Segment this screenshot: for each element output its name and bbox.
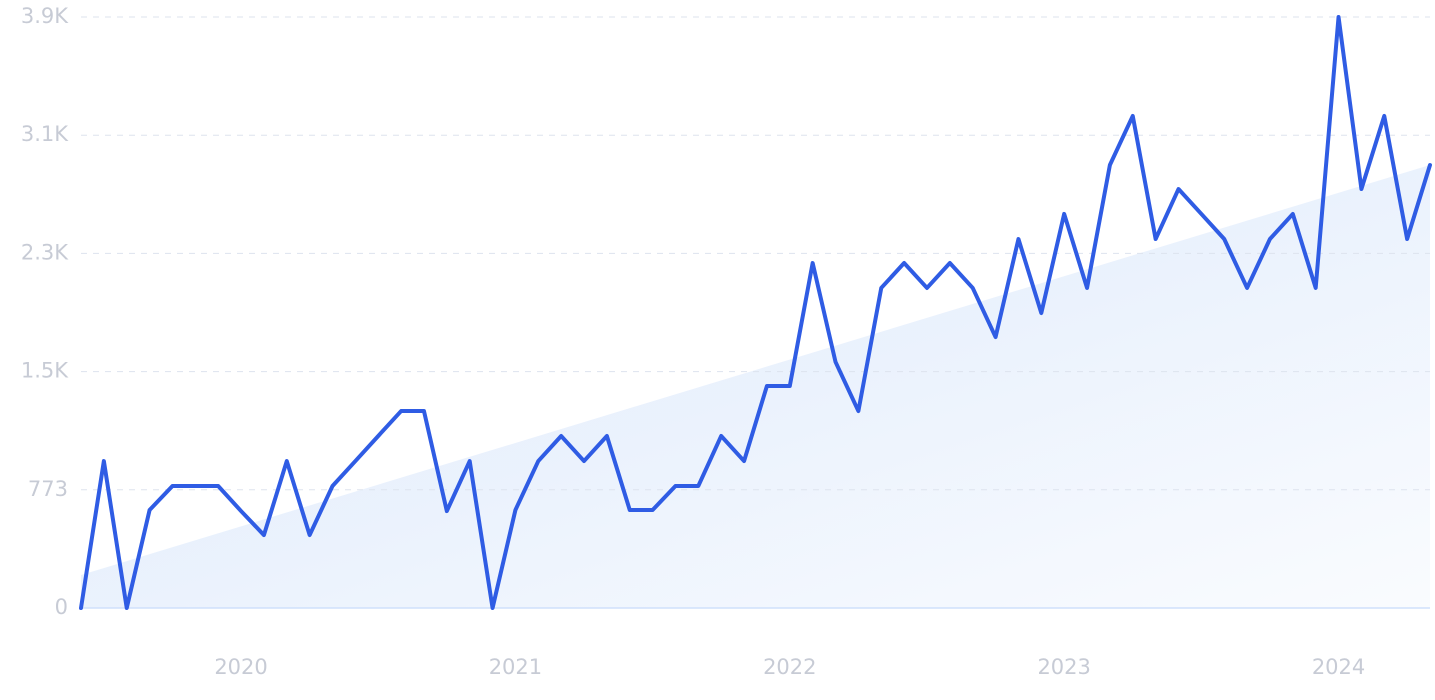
x-tick-label: 2024 [1312, 655, 1365, 679]
y-tick-label: 0 [55, 595, 68, 619]
x-tick-label: 2023 [1037, 655, 1090, 679]
y-tick-label: 773 [28, 477, 68, 501]
x-tick-label: 2021 [489, 655, 542, 679]
y-tick-label: 1.5K [21, 359, 69, 383]
x-tick-label: 2020 [214, 655, 267, 679]
line-series [79, 15, 1432, 610]
y-tick-label: 2.3K [21, 240, 69, 264]
trend-area [81, 165, 1430, 609]
y-tick-label: 3.9K [21, 4, 69, 28]
x-tick-label: 2022 [763, 655, 816, 679]
y-tick-label: 3.1K [21, 122, 69, 146]
